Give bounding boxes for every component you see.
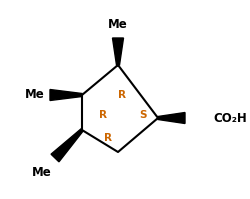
- Text: S: S: [139, 110, 146, 120]
- Text: Me: Me: [25, 89, 45, 101]
- Text: R: R: [118, 90, 126, 100]
- Polygon shape: [51, 129, 83, 162]
- Text: Me: Me: [108, 19, 127, 31]
- Polygon shape: [50, 90, 82, 100]
- Polygon shape: [157, 112, 184, 124]
- Text: R: R: [104, 133, 112, 143]
- Polygon shape: [112, 38, 123, 65]
- Text: R: R: [98, 110, 106, 120]
- Text: CO₂H: CO₂H: [212, 111, 246, 125]
- Text: Me: Me: [32, 166, 52, 179]
